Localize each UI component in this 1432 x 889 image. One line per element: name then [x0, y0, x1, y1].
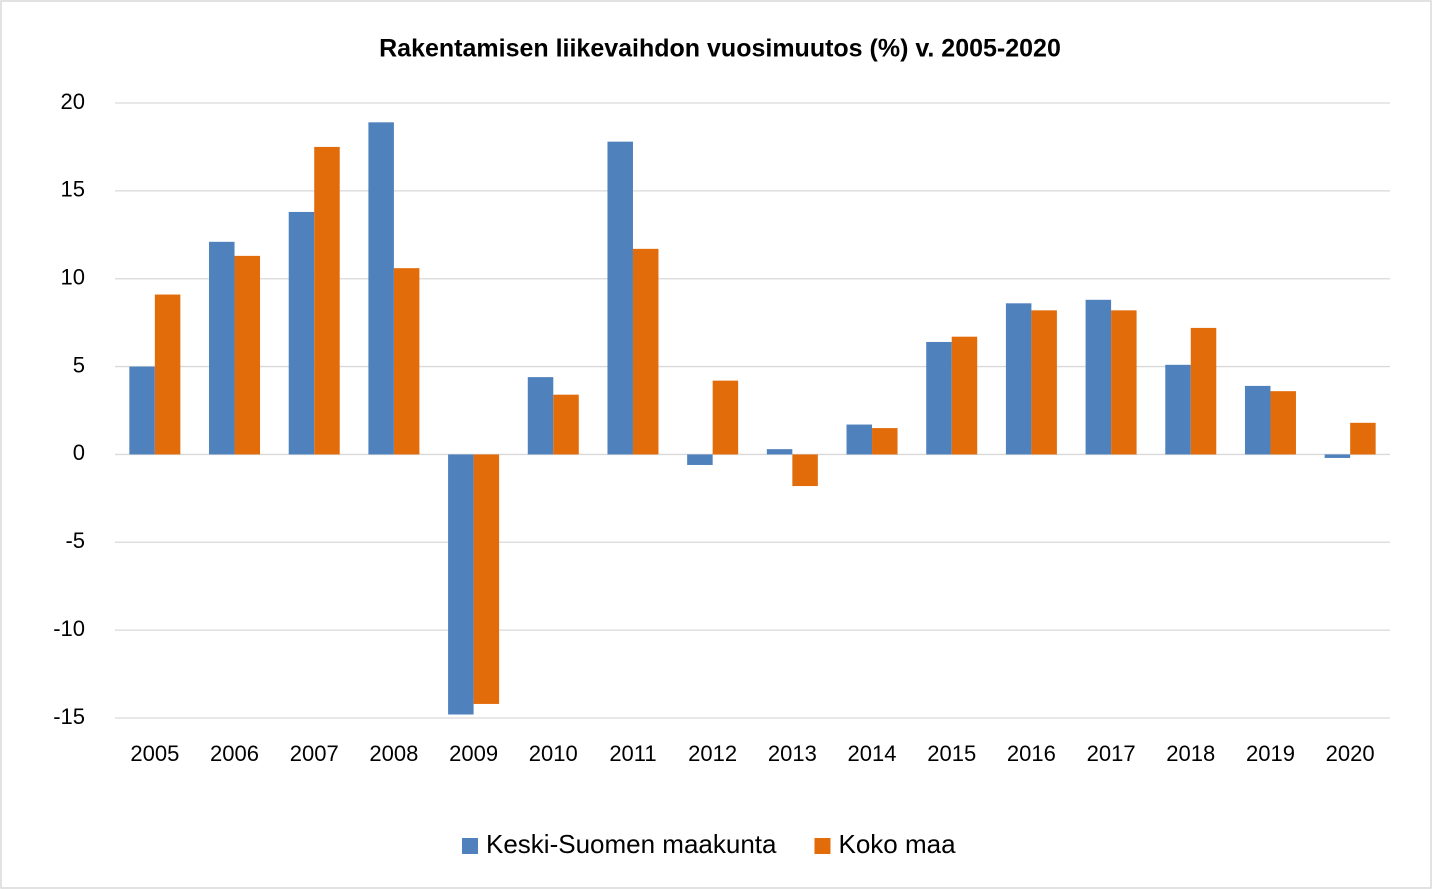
- bar: [1165, 364, 1191, 455]
- bar: [1111, 310, 1137, 455]
- bar: [632, 248, 659, 455]
- x-tick-label: 2017: [1087, 741, 1136, 766]
- x-tick-label: 2015: [927, 741, 976, 766]
- x-tick-label: 2019: [1246, 741, 1295, 766]
- x-tick-label: 2011: [609, 741, 656, 766]
- bar: [872, 428, 898, 455]
- bar: [553, 394, 579, 455]
- bar: [209, 241, 235, 455]
- bar: [1190, 327, 1217, 455]
- x-tick-label: 2010: [529, 741, 578, 766]
- bar: [393, 268, 420, 455]
- bar: [234, 255, 261, 455]
- bar: [1005, 303, 1032, 455]
- bar: [1085, 299, 1112, 455]
- x-tick-label: 2012: [688, 741, 737, 766]
- bar: [846, 424, 873, 455]
- y-tick-label: -15: [53, 704, 85, 729]
- x-tick-label: 2014: [848, 741, 897, 766]
- legend-swatch: [462, 838, 478, 854]
- legend-label: Koko maa: [838, 829, 956, 859]
- bar: [314, 146, 340, 455]
- bar: [473, 454, 500, 704]
- bar: [792, 454, 818, 487]
- y-tick-label: 0: [73, 440, 85, 465]
- bar: [926, 341, 952, 455]
- x-tick-label: 2007: [290, 741, 339, 766]
- bar: [368, 122, 394, 455]
- y-tick-label: -10: [53, 616, 85, 641]
- y-tick-label: 10: [61, 265, 85, 290]
- bar: [1324, 454, 1351, 458]
- x-tick-label: 2020: [1326, 741, 1375, 766]
- bar: [129, 366, 155, 455]
- bar: [712, 380, 739, 455]
- bar: [1350, 422, 1376, 455]
- legend-swatch: [814, 838, 831, 854]
- y-tick-label: 5: [73, 352, 85, 377]
- x-tick-label: 2013: [768, 741, 817, 766]
- x-tick-label: 2005: [130, 741, 179, 766]
- bar: [1270, 391, 1296, 455]
- x-tick-label: 2008: [369, 741, 418, 766]
- bar: [448, 454, 474, 715]
- chart-title: Rakentamisen liikevaihdon vuosimuutos (%…: [379, 35, 1061, 63]
- x-tick-label: 2018: [1166, 741, 1215, 766]
- y-tick-label: 20: [61, 89, 85, 114]
- bar: [766, 449, 793, 455]
- y-tick-label: -5: [65, 528, 85, 553]
- x-tick-label: 2006: [210, 741, 259, 766]
- bar: [607, 141, 633, 455]
- bar: [1244, 385, 1271, 455]
- bar: [687, 454, 713, 465]
- x-tick-label: 2009: [449, 741, 498, 766]
- bar: [288, 211, 315, 455]
- bar: [527, 377, 554, 455]
- y-tick-label: 15: [61, 177, 85, 202]
- bar: [1031, 310, 1057, 455]
- bar: [154, 294, 181, 455]
- x-tick-label: 2016: [1007, 741, 1056, 766]
- legend-label: Keski-Suomen maakunta: [486, 829, 777, 859]
- bar: [951, 336, 978, 455]
